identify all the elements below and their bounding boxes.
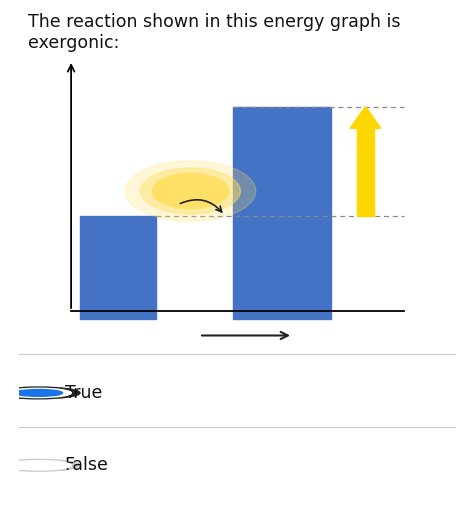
Circle shape [0,387,80,399]
Ellipse shape [125,161,256,221]
Circle shape [0,460,80,471]
Circle shape [15,389,63,397]
Circle shape [6,461,71,470]
Text: exergonic:: exergonic: [28,34,120,52]
Bar [80,216,156,319]
Text: The reaction shown in this energy graph is: The reaction shown in this energy graph … [28,13,401,31]
Text: True: True [65,384,102,402]
Ellipse shape [141,168,240,214]
Polygon shape [350,107,381,128]
Ellipse shape [152,173,229,209]
Bar [233,107,331,319]
Bar [357,128,374,216]
Circle shape [6,388,71,398]
Text: False: False [65,457,109,474]
